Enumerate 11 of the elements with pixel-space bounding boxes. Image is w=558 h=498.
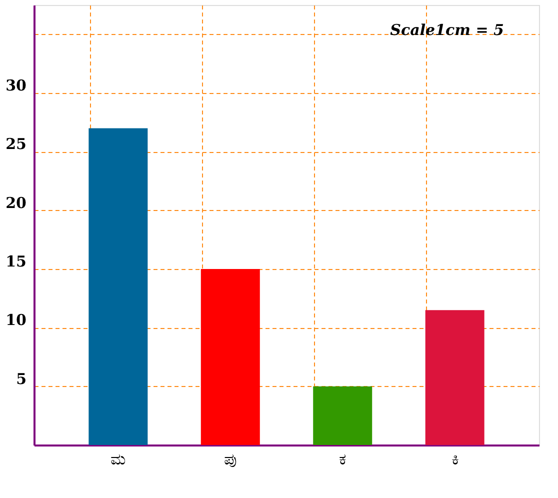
x-tick-label: ಪು [224,450,237,468]
y-tick-label: 5 [16,370,26,388]
y-tick-label: 15 [6,252,26,270]
y-tick-label: 25 [6,135,26,154]
x-tick-label: ಕಿ [451,450,458,468]
y-tick-label: 30 [6,76,26,94]
y-tick-label: 10 [6,311,26,330]
x-tick-label: ಮ [110,450,126,468]
annotation: Scale1cm = 5 [390,21,504,39]
x-tick-label: ಕ [339,450,346,468]
y-tick-label: 20 [6,194,26,212]
